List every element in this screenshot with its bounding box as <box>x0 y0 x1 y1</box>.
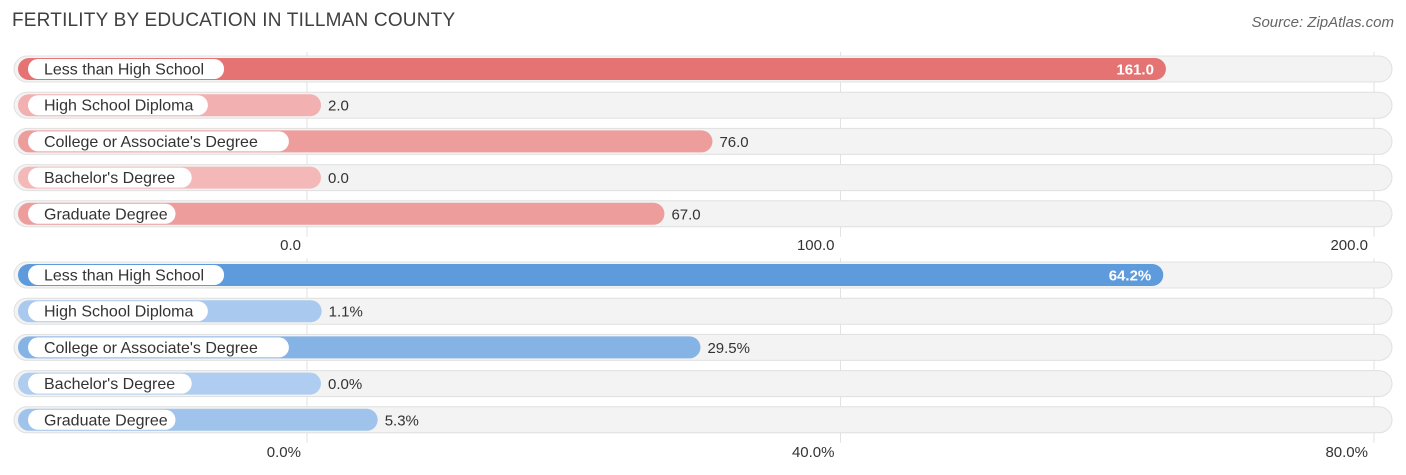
value-label: 29.5% <box>707 340 750 357</box>
row-track-high-school-diploma <box>13 91 1393 119</box>
label-pill-high-school-diploma <box>28 95 208 116</box>
label-pill-college-or-associate-s-degree <box>28 337 289 358</box>
value-label: 5.3% <box>385 412 419 429</box>
tick-label: 100.0 <box>797 237 835 254</box>
value-label: 76.0 <box>719 134 748 151</box>
label-pill-high-school-diploma <box>28 301 208 322</box>
value-label: 0.0% <box>328 376 362 393</box>
category-label: Graduate Degree <box>44 206 168 223</box>
category-label: College or Associate's Degree <box>44 134 258 151</box>
category-label: Graduate Degree <box>44 412 168 429</box>
label-pill-less-than-high-school <box>28 59 225 79</box>
value-label: 161.0 <box>1116 62 1154 79</box>
label-pill-graduate-degree <box>28 409 176 430</box>
bar-less-than-high-school <box>18 264 1164 286</box>
label-pill-college-or-associate-s-degree <box>28 131 289 152</box>
label-pill-graduate-degree <box>28 203 176 224</box>
value-label: 67.0 <box>671 206 700 223</box>
row-track-bachelor-s-degree <box>13 164 1393 192</box>
value-label: 2.0 <box>328 98 349 115</box>
bar-graduate-degree <box>18 202 665 225</box>
row-track-high-school-diploma <box>13 297 1393 325</box>
value-label: 64.2% <box>1109 268 1152 285</box>
tick-label: 80.0% <box>1325 444 1368 461</box>
category-label: High School Diploma <box>44 304 194 321</box>
label-pill-bachelor-s-degree <box>28 167 192 188</box>
category-label: High School Diploma <box>44 98 194 115</box>
category-label: Less than High School <box>44 62 204 79</box>
row-track-bachelor-s-degree <box>13 370 1393 398</box>
bar-less-than-high-school <box>18 58 1166 80</box>
tick-label: 200.0 <box>1330 237 1368 254</box>
label-pill-bachelor-s-degree <box>28 373 192 394</box>
chart-title: FERTILITY BY EDUCATION IN TILLMAN COUNTY <box>12 10 456 31</box>
tick-label: 40.0% <box>792 444 835 461</box>
source-label: Source: ZipAtlas.com <box>1251 14 1394 31</box>
category-label: Bachelor's Degree <box>44 376 175 393</box>
category-label: Less than High School <box>44 268 204 285</box>
tick-label: 0.0 <box>280 237 301 254</box>
category-label: College or Associate's Degree <box>44 340 258 357</box>
category-label: Bachelor's Degree <box>44 170 175 187</box>
value-label: 1.1% <box>329 304 363 321</box>
tick-label: 0.0% <box>267 444 301 461</box>
value-label: 0.0 <box>328 170 349 187</box>
label-pill-less-than-high-school <box>28 265 225 285</box>
